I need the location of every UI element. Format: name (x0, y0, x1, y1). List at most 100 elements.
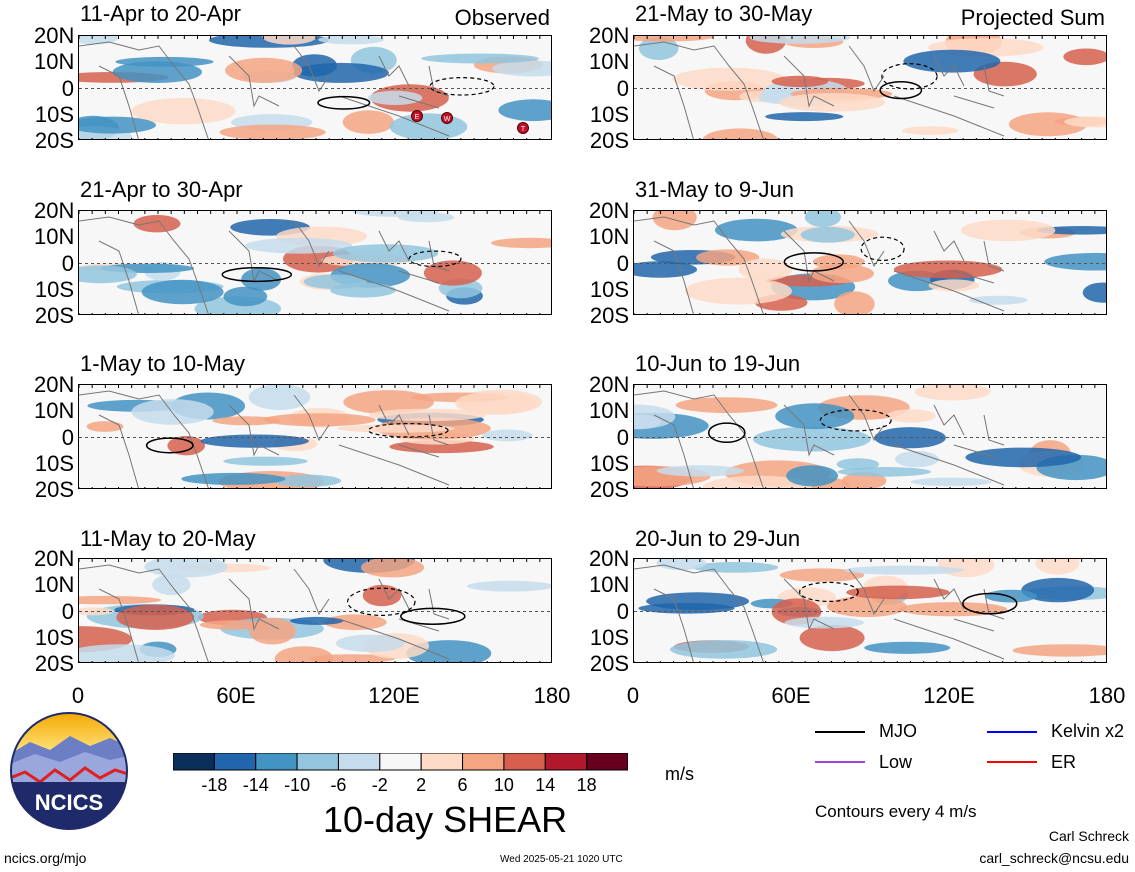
colorbar-tick: 10 (493, 775, 514, 795)
legend-label-mjo: MJO (879, 721, 917, 741)
lat-label: 0 (61, 75, 74, 101)
footer-email[interactable]: carl_schreck@ncsu.edu (979, 850, 1129, 866)
shear-map (633, 35, 1107, 140)
lat-label: 0 (61, 250, 74, 276)
panel-tag: Observed (454, 5, 550, 30)
lat-label: 20S (589, 303, 629, 328)
lat-label: 10S (34, 101, 74, 127)
shear-map (633, 558, 1107, 663)
colorbar (172, 752, 629, 776)
colorbar-tick: 14 (535, 775, 556, 795)
colorbar-swatch (255, 752, 298, 771)
lon-label: 0 (626, 683, 640, 708)
lat-label: 20S (589, 651, 629, 676)
lat-label: 20N (34, 23, 75, 48)
shear-map (633, 210, 1107, 315)
lat-label: 20S (34, 303, 74, 328)
lat-label: 10N (589, 572, 630, 598)
ncics-logo: NCICS (10, 712, 128, 830)
lat-label: 10N (34, 224, 75, 250)
lat-label: 20S (34, 128, 74, 153)
lat-label: 10N (589, 49, 630, 75)
panel-title: 21-May to 30-May (635, 1, 813, 26)
panel-title: 11-May to 20-May (80, 526, 256, 551)
lon-label: 180 (1088, 683, 1126, 708)
panel-title: 11-Apr to 20-Apr (80, 1, 242, 26)
lat-label: 20N (589, 198, 630, 223)
svg-text:E: E (415, 114, 420, 121)
legend-label-low: Low (879, 752, 913, 772)
lat-label: 0 (616, 598, 629, 624)
colorbar-swatch (337, 752, 381, 771)
legend-label-er: ER (1051, 752, 1077, 772)
lat-label: 10S (589, 450, 629, 476)
lat-label: 0 (61, 424, 74, 450)
panel-title: 20-Jun to 29-Jun (635, 526, 801, 551)
storm-marker: T (517, 122, 529, 134)
footer-timestamp: Wed 2025-05-21 1020 UTC (500, 854, 623, 865)
lat-label: 20N (589, 372, 630, 397)
shear-map (78, 210, 552, 315)
colorbar-swatch (462, 752, 505, 771)
colorbar-tick: 2 (416, 775, 427, 795)
colorbar-swatch (586, 752, 629, 771)
lat-label: 10S (589, 624, 629, 650)
lat-label: 10N (34, 398, 75, 424)
lon-label: 0 (71, 683, 85, 708)
colorbar-tick: 18 (576, 775, 597, 795)
lat-label: 10S (34, 624, 74, 650)
footer-author: Carl Schreck (1048, 828, 1129, 844)
colorbar-swatch (420, 752, 464, 771)
shear-map (78, 384, 552, 489)
panel-tag: Projected Sum (960, 5, 1105, 30)
panel-title: 31-May to 9-Jun (635, 177, 794, 202)
lat-label: 20S (589, 128, 629, 153)
lat-label: 20S (34, 651, 74, 676)
panel-title: 1-May to 10-May (80, 351, 246, 376)
colorbar-tick: -18 (201, 775, 228, 795)
storm-marker: E (411, 110, 423, 122)
svg-text:W: W (444, 116, 451, 123)
lat-label: 20N (589, 546, 630, 571)
colorbar-tick: -6 (330, 775, 347, 795)
lat-label: 10N (34, 49, 75, 75)
lon-label: 120E (923, 683, 975, 708)
colorbar-swatch (172, 752, 215, 771)
lat-label: 0 (616, 250, 629, 276)
lon-label: 60E (771, 683, 811, 708)
colorbar-swatch (296, 752, 339, 771)
footer-url[interactable]: ncics.org/mjo (4, 850, 87, 866)
lat-label: 0 (616, 75, 629, 101)
contour-note: Contours every 4 m/s (815, 802, 977, 821)
panel-title: 10-Jun to 19-Jun (635, 351, 801, 376)
main-title: 10-day SHEAR (323, 799, 568, 840)
colorbar-unit: m/s (665, 764, 694, 784)
lat-label: 20S (34, 477, 74, 502)
legend-label-kelvin: Kelvin x2 (1051, 721, 1125, 741)
legend: MJO Kelvin x2 Low ER (815, 720, 1124, 780)
lat-label: 0 (616, 424, 629, 450)
lat-label: 20N (34, 198, 75, 223)
lat-label: 20S (589, 477, 629, 502)
lat-label: 10S (589, 276, 629, 302)
colorbar-swatch (213, 752, 257, 771)
shear-map (633, 384, 1107, 489)
lon-label: 60E (216, 683, 256, 708)
panel-title: 21-Apr to 30-Apr (80, 177, 243, 202)
lon-label: 120E (368, 683, 420, 708)
lat-label: 20N (34, 546, 75, 571)
svg-text:NCICS: NCICS (35, 790, 103, 815)
lat-label: 10N (34, 572, 75, 598)
lon-label: 180 (533, 683, 571, 708)
lat-label: 10N (589, 398, 630, 424)
colorbar-tick: -10 (284, 775, 311, 795)
lat-label: 0 (61, 598, 74, 624)
lat-label: 10S (589, 101, 629, 127)
lat-label: 10S (34, 276, 74, 302)
svg-text:T: T (521, 126, 526, 133)
colorbar-tick: -2 (371, 775, 388, 795)
lat-label: 10S (34, 450, 74, 476)
lat-label: 10N (589, 224, 630, 250)
shear-map (78, 558, 552, 663)
lat-label: 20N (34, 372, 75, 397)
